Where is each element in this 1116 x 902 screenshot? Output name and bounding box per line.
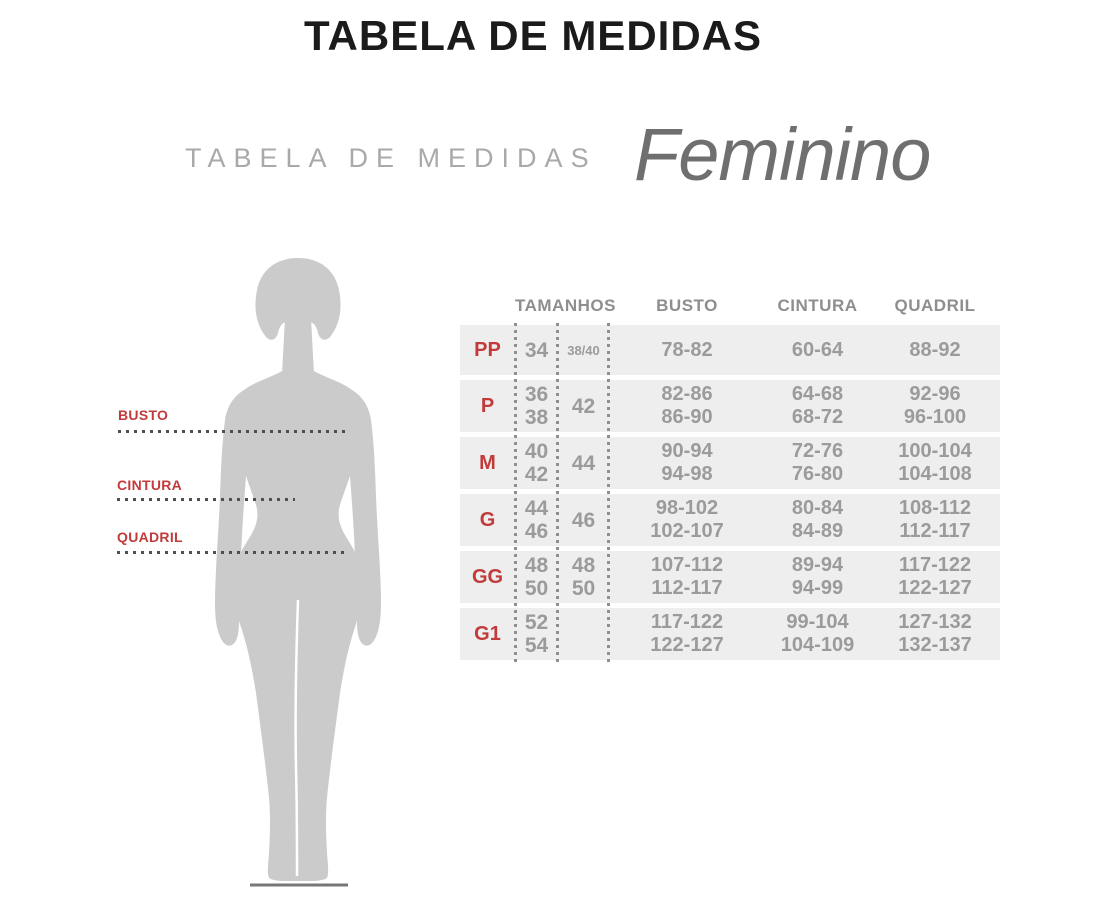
- size-number-alt-cell: 48 50: [571, 554, 596, 600]
- silhouette-left-arm: [215, 390, 258, 646]
- size-number-alt-cell: 46: [571, 508, 596, 532]
- size-number-cell: 52 54: [524, 611, 549, 657]
- cintura-cell: 80-84 84-89: [791, 497, 844, 542]
- silhouette-leg-gap: [294, 599, 300, 877]
- size-number-cell: 34: [524, 338, 549, 362]
- size-cell: GG: [471, 565, 504, 588]
- size-cell: M: [479, 451, 496, 474]
- quadril-label: QUADRIL: [117, 529, 183, 545]
- quadril-cell: 88-92: [909, 338, 961, 361]
- header-tamanhos: TAMANHOS: [515, 296, 616, 315]
- size-number-alt-cell: 42: [571, 394, 596, 418]
- cintura-label: CINTURA: [117, 477, 183, 493]
- table-row-gg: GG 48 50 48 50 107-112 112-117 89-94 94-…: [460, 551, 1000, 603]
- size-number-alt-cell: 44: [571, 451, 596, 475]
- busto-label: BUSTO: [118, 407, 169, 423]
- size-table: TAMANHOS BUSTO CINTURA QUADRIL PP 34 38/…: [460, 293, 1000, 665]
- silhouette-right-arm: [338, 390, 381, 646]
- cintura-cell: 64-68 68-72: [791, 383, 844, 428]
- cintura-cell: 99-104 104-109: [780, 611, 855, 656]
- size-cell: PP: [474, 338, 501, 361]
- table-row-g1: G1 52 54 117-122 122-127 99-104 104-109 …: [460, 608, 1000, 660]
- size-number-alt-cell: 38/40: [567, 342, 600, 358]
- busto-cell: 107-112 112-117: [650, 554, 724, 599]
- female-body-silhouette-icon: [215, 258, 381, 887]
- cintura-dotted-line: [117, 498, 295, 501]
- size-cell: P: [480, 394, 495, 417]
- size-number-cell: 44 46: [524, 497, 549, 543]
- quadril-cell: 92-96 96-100: [903, 383, 967, 428]
- table-row-p: P 36 38 42 82-86 86-90 64-68 68-72 92-96…: [460, 380, 1000, 432]
- busto-cell: 98-102 102-107: [650, 497, 724, 542]
- busto-cell: 78-82: [661, 338, 713, 361]
- size-number-cell: 36 38: [524, 383, 549, 429]
- quadril-dotted-line: [117, 551, 346, 554]
- table-row-pp: PP 34 38/40 78-82 60-64 88-92: [460, 325, 1000, 375]
- cintura-cell: 89-94 94-99: [791, 554, 844, 599]
- busto-cell: 82-86 86-90: [661, 383, 713, 428]
- table-row-g: G 44 46 46 98-102 102-107 80-84 84-89 10…: [460, 494, 1000, 546]
- subtitle-feminino: Feminino: [634, 113, 931, 196]
- size-table-header-row: TAMANHOS BUSTO CINTURA QUADRIL: [460, 293, 1000, 319]
- header-cintura: CINTURA: [777, 296, 858, 315]
- silhouette-head: [255, 258, 341, 340]
- header-busto: BUSTO: [656, 296, 718, 315]
- size-cell: G1: [474, 622, 501, 645]
- busto-cell: 90-94 94-98: [661, 440, 713, 485]
- cintura-cell: 60-64: [791, 338, 844, 361]
- size-number-cell: 40 42: [524, 440, 549, 486]
- vertical-dotted-separator: [514, 323, 517, 663]
- size-number-cell: 48 50: [524, 554, 549, 600]
- size-cell: G: [479, 508, 496, 531]
- quadril-cell: 108-112 112-117: [898, 497, 972, 542]
- table-row-m: M 40 42 44 90-94 94-98 72-76 76-80 100-1…: [460, 437, 1000, 489]
- vertical-dotted-separator: [556, 323, 559, 663]
- quadril-cell: 100-104 104-108: [898, 440, 972, 485]
- quadril-cell: 127-132 132-137: [898, 611, 972, 656]
- page-title: TABELA DE MEDIDAS: [304, 12, 762, 59]
- subtitle-small: TABELA DE MEDIDAS: [185, 143, 597, 173]
- busto-cell: 117-122 122-127: [650, 611, 724, 656]
- silhouette-neck: [282, 318, 314, 374]
- busto-dotted-line: [118, 430, 348, 433]
- vertical-dotted-separator: [607, 323, 610, 663]
- quadril-cell: 117-122 122-127: [898, 554, 972, 599]
- header-quadril: QUADRIL: [894, 296, 976, 315]
- cintura-cell: 72-76 76-80: [791, 440, 844, 485]
